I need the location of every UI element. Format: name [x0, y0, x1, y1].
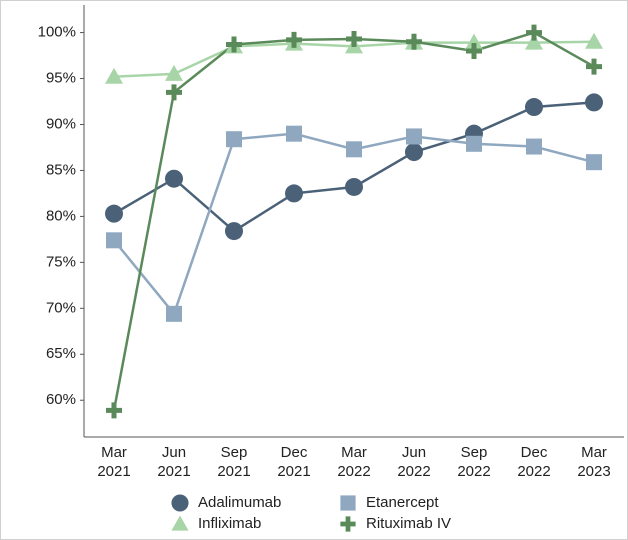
legend-label: Rituximab IV [366, 515, 451, 532]
legend-marker [340, 516, 356, 532]
marker [466, 42, 482, 59]
legend-label: Infliximab [198, 515, 261, 532]
y-tick-label: 85% [46, 161, 76, 178]
marker [406, 128, 422, 145]
marker [165, 169, 183, 188]
marker [526, 138, 542, 155]
legend-label: Etanercept [366, 494, 439, 511]
y-tick-label: 65% [46, 345, 76, 362]
marker [106, 402, 122, 419]
marker [346, 141, 362, 158]
marker [226, 131, 242, 148]
marker [105, 204, 123, 223]
marker [225, 222, 243, 241]
y-tick-label: 80% [46, 207, 76, 224]
marker [586, 58, 602, 75]
y-tick-label: 75% [46, 253, 76, 270]
marker [165, 64, 183, 81]
x-tick-label: Mar 2021 [97, 444, 130, 480]
marker [466, 135, 482, 152]
series-line [113, 101, 595, 233]
marker [405, 143, 423, 162]
x-tick-label: Dec 2022 [517, 444, 550, 480]
marker [286, 125, 302, 142]
marker [166, 305, 182, 322]
x-tick-label: Dec 2021 [277, 444, 310, 480]
marker [105, 67, 123, 84]
legend-marker [171, 515, 189, 531]
marker [166, 84, 182, 101]
marker [525, 33, 543, 50]
legend-marker [171, 494, 189, 512]
marker [406, 33, 422, 50]
x-tick-label: Jun 2022 [397, 444, 430, 480]
legend-label: Adalimumab [198, 494, 281, 511]
y-tick-label: 95% [46, 70, 76, 87]
y-tick-label: 70% [46, 299, 76, 316]
marker [286, 31, 302, 48]
x-tick-label: Sep 2022 [457, 444, 490, 480]
marker [525, 98, 543, 117]
marker [226, 36, 242, 53]
marker [465, 33, 483, 50]
marker [526, 24, 542, 41]
marker [106, 232, 122, 249]
x-tick-label: Jun 2021 [157, 444, 190, 480]
y-tick-label: 100% [38, 24, 76, 41]
x-tick-label: Mar 2023 [577, 444, 610, 480]
marker [346, 31, 362, 48]
y-tick-label: 60% [46, 391, 76, 408]
marker [285, 184, 303, 203]
series-line [113, 132, 595, 317]
marker [585, 93, 603, 112]
marker [345, 177, 363, 196]
x-tick-label: Mar 2022 [337, 444, 370, 480]
y-tick-label: 90% [46, 115, 76, 132]
marker [585, 32, 603, 49]
series-line [112, 31, 595, 411]
legend-marker [340, 495, 356, 511]
x-tick-label: Sep 2021 [217, 444, 250, 480]
marker [586, 154, 602, 171]
